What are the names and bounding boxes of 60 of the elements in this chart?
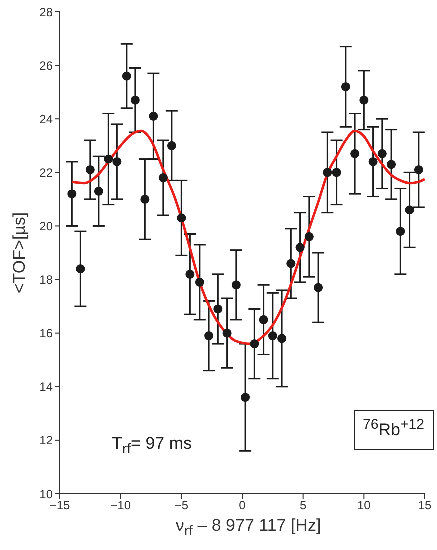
y-axis-title: <TOF>[µs] (10, 211, 30, 296)
point (186, 270, 195, 279)
point (76, 264, 86, 274)
point (405, 206, 414, 215)
point (158, 174, 168, 183)
point (140, 194, 150, 204)
point (259, 315, 268, 324)
point (332, 168, 342, 178)
y-tick-label: 22 (40, 166, 54, 180)
x-tick-label: 15 (418, 498, 432, 513)
y-tick-label: 16 (40, 326, 54, 341)
point (387, 160, 396, 170)
point (378, 149, 387, 158)
x-tick-label: −5 (174, 498, 189, 513)
point (323, 168, 332, 178)
point (214, 304, 223, 314)
y-tick-label: 26 (40, 58, 54, 73)
y-tick-label: 20 (40, 219, 54, 234)
point (130, 96, 140, 105)
y-tick-label: 10 (40, 487, 54, 502)
point (204, 332, 214, 341)
y-tick-label: 18 (40, 273, 54, 288)
y-tick-label: 24 (40, 112, 54, 126)
point (286, 259, 296, 268)
point (368, 157, 378, 166)
point (414, 165, 424, 174)
annotation: $^{76}$Rb$^{+12}$ (354, 410, 434, 450)
point (86, 165, 95, 174)
x-axis-title: ν$_{rf}$ – 8 977 117 [Hz] (174, 516, 322, 540)
point (122, 72, 132, 81)
point (167, 141, 176, 150)
x-tick-label: −15 (50, 498, 70, 513)
point (222, 328, 232, 338)
y-tick-label: 28 (40, 5, 54, 20)
point (112, 157, 122, 166)
annotation: T$_{rf}$= 97 ms (112, 434, 192, 458)
point (250, 340, 260, 349)
point (314, 283, 324, 292)
x-tick-label: 10 (357, 498, 372, 513)
point (296, 243, 305, 252)
y-tick-label: 12 (40, 434, 54, 448)
point (195, 278, 204, 287)
y-tick-label: 14 (40, 380, 54, 394)
point (104, 154, 114, 164)
point (360, 96, 369, 105)
x-tick-label: −10 (110, 498, 132, 513)
point (68, 190, 77, 199)
point (232, 280, 241, 290)
point (341, 82, 350, 92)
point (350, 149, 360, 158)
point (94, 186, 104, 196)
point (304, 232, 314, 242)
x-tick-label: 5 (300, 498, 307, 513)
point (149, 112, 158, 121)
point (396, 227, 406, 236)
point (241, 393, 250, 402)
point (278, 334, 287, 344)
x-tick-label: 0 (239, 498, 246, 513)
point (268, 332, 278, 341)
point (177, 214, 186, 223)
